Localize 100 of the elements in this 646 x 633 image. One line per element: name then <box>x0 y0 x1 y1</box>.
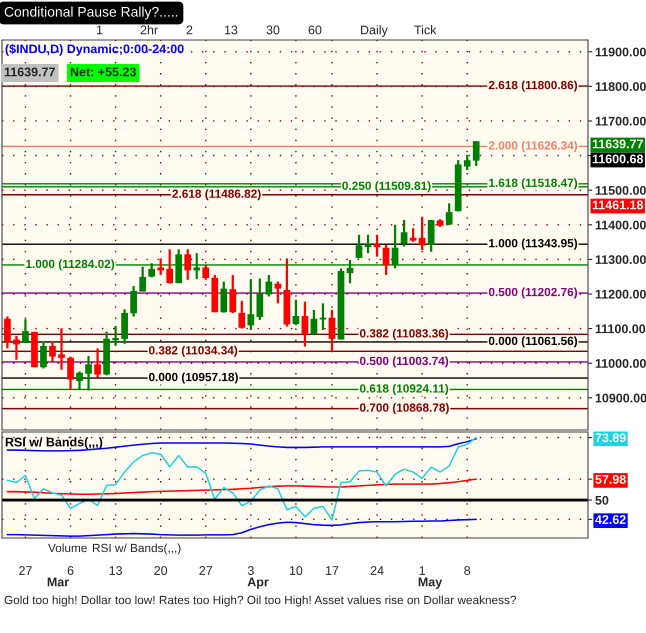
ref-line-label: 2.618 (11800.86) <box>488 80 578 92</box>
y-tick-label: 11000.00 <box>596 359 646 368</box>
ref-line-label: 0.382 (11034.34) <box>148 346 238 357</box>
chart-subtitle: ($INDU,D) Dynamic;0:00-24:00 <box>6 44 184 56</box>
candlestick <box>266 274 272 298</box>
candlestick <box>4 315 11 350</box>
candlestick <box>410 227 416 243</box>
x-tick-label: 1 <box>420 566 425 575</box>
text: Daily <box>361 25 388 37</box>
candlestick <box>418 216 426 252</box>
candlestick <box>229 274 236 314</box>
candlestick <box>184 248 192 281</box>
y-tick-label: 57.98 <box>595 474 626 484</box>
candlestick <box>364 234 372 254</box>
candlestick <box>256 277 264 322</box>
text: May <box>418 578 442 589</box>
candlestick <box>238 300 246 330</box>
y-tick-label: 11500.00 <box>596 186 646 195</box>
text: Gold too high! Dollar too low! Rates too High? Oil too High! Asset values rise on Dollar weakness? <box>4 595 516 607</box>
candlestick <box>320 302 326 332</box>
x-tick-label: 3 <box>248 566 254 575</box>
candlestick <box>374 234 380 258</box>
text: 2hr <box>140 25 158 34</box>
ref-line-label: 0.700 (10868.78) <box>360 403 449 414</box>
y-tick-label: 42.62 <box>595 515 626 524</box>
candlestick <box>67 356 74 391</box>
candlestick <box>166 248 174 285</box>
text: 13 <box>224 26 238 34</box>
text: Tick <box>414 25 436 34</box>
line-series <box>6 478 477 496</box>
x-tick-label: 13 <box>110 566 122 575</box>
text: 11600.68 <box>592 154 644 164</box>
candlestick <box>382 244 390 276</box>
ref-line-label: 1.000 (11284.02) <box>26 259 114 270</box>
annotation: 11639.77 <box>4 68 55 76</box>
text: RSI w/ Bands(,,,) <box>92 543 180 554</box>
text: 11461.18 <box>592 200 644 210</box>
x-tick-label: 20 <box>154 566 168 575</box>
candlestick <box>130 284 137 318</box>
y-tick-label: 11900.00 <box>596 48 646 56</box>
ref-line-label: 0.000 (11061.56) <box>488 336 578 348</box>
ref-line-label: 2.000 (11626.34) <box>488 140 578 152</box>
annotation: Net: +55.23 <box>70 68 136 76</box>
candlestick <box>446 202 453 226</box>
ref-line-label: 2.618 (11486.82) <box>172 189 261 200</box>
chart-title: Conditional Pause Rally?..... <box>4 6 178 20</box>
text: 11639.77 <box>592 140 643 148</box>
x-tick-label: 17 <box>326 566 338 575</box>
candlestick <box>274 280 282 304</box>
candlestick <box>13 334 20 361</box>
x-tick-label: 27 <box>199 566 212 575</box>
candlestick <box>400 218 408 248</box>
chart-title: RSI w/ Bands(,,,) <box>6 437 102 449</box>
x-tick-label: 24 <box>370 566 384 575</box>
ref-line-label: 0.500 (11003.74) <box>360 356 448 368</box>
candlestick <box>40 340 47 370</box>
candlestick <box>328 308 336 353</box>
candlestick <box>292 298 300 326</box>
text: Apr <box>248 578 269 589</box>
y-tick-label: 11300.00 <box>596 255 646 264</box>
ref-line-label: 0.618 (10924.11) <box>360 384 448 395</box>
ref-line-label: 0.000 (10957.18) <box>148 372 238 384</box>
candlestick <box>58 327 65 371</box>
candlestick <box>428 218 434 253</box>
candlestick <box>94 347 101 379</box>
x-tick-label: 8 <box>464 566 470 575</box>
ref-line-label: 1.618 (11518.47) <box>489 178 578 190</box>
line-series <box>6 518 477 537</box>
text: 2 <box>186 26 192 34</box>
candlestick <box>49 340 56 363</box>
text: 30 <box>266 26 280 34</box>
candlestick <box>356 234 362 260</box>
y-tick-label: 50 <box>595 496 608 505</box>
y-tick-label: 11800.00 <box>596 82 646 92</box>
line-series <box>6 436 477 521</box>
text: 60 <box>308 26 322 34</box>
candlestick <box>464 154 471 172</box>
candlestick <box>302 300 308 348</box>
ref-line-label: 0.382 (11083.36) <box>360 328 448 340</box>
y-tick-label: 11200.00 <box>596 290 646 299</box>
x-tick-label: 27 <box>19 566 32 575</box>
text: Volume <box>48 543 87 552</box>
x-tick-label: 6 <box>68 566 74 575</box>
ref-line-label: 1.000 (11343.95) <box>489 238 578 250</box>
candlestick <box>112 324 119 348</box>
candlestick <box>472 140 480 168</box>
y-tick-label: 11400.00 <box>596 220 646 230</box>
x-tick-label: 10 <box>290 566 302 575</box>
candlestick <box>22 318 29 344</box>
text: Mar <box>48 578 69 586</box>
y-tick-label: 11100.00 <box>596 324 646 334</box>
candlestick <box>247 278 254 332</box>
ref-line-label: 0.500 (11202.76) <box>488 288 578 299</box>
y-tick-label: 11700.00 <box>596 116 646 126</box>
candlestick <box>202 264 210 281</box>
y-tick-label: 73.89 <box>595 433 626 442</box>
candlestick <box>157 257 164 276</box>
text: 1 <box>96 26 102 34</box>
ref-line-label: 0.250 (11509.81) <box>342 181 431 192</box>
candlestick <box>310 308 318 336</box>
